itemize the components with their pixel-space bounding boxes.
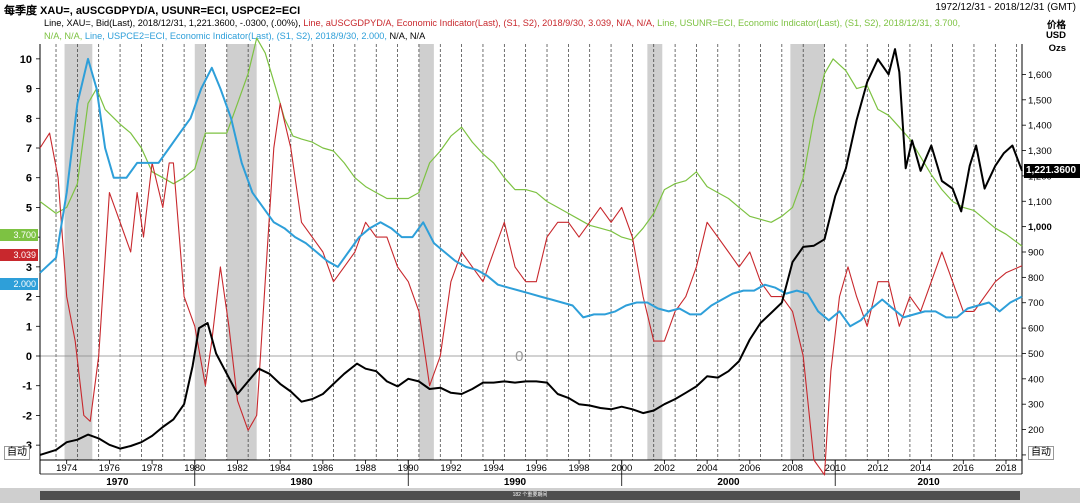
left-tick-label: 8 bbox=[26, 113, 32, 125]
x-tick-label: 1982 bbox=[227, 463, 248, 474]
decade-label: 1980 bbox=[290, 477, 313, 488]
zero-marker: 0 bbox=[515, 348, 523, 365]
recession-band-4 bbox=[647, 44, 663, 460]
auto-scale-left-button[interactable]: 自动 bbox=[4, 446, 30, 460]
decade-label: 1970 bbox=[106, 477, 129, 488]
right-tick-label: 800 bbox=[1028, 273, 1044, 284]
x-tick-label: 1992 bbox=[440, 463, 461, 474]
x-tick-label: 2014 bbox=[910, 463, 931, 474]
left-tick-label: 0 bbox=[26, 351, 32, 363]
recession-band-2 bbox=[226, 44, 257, 460]
left-tick-label: 1 bbox=[26, 321, 32, 333]
legend-pce[interactable]: Line, USPCE2=ECI, Economic Indicator(Las… bbox=[84, 30, 387, 41]
x-tick-label: 2016 bbox=[953, 463, 974, 474]
series-unemployment-line bbox=[39, 37, 1023, 247]
chip-gold: 1,221.3600 bbox=[1024, 164, 1080, 178]
recession-band-0 bbox=[64, 44, 93, 460]
legend-unemployment[interactable]: Line, USUNR=ECI, Economic Indicator(Last… bbox=[657, 18, 961, 28]
x-tick-label: 2012 bbox=[867, 463, 888, 474]
x-tick-label: 1998 bbox=[568, 463, 589, 474]
x-tick-label: 1984 bbox=[270, 463, 291, 474]
chip-unemployment: 3.700 bbox=[0, 229, 38, 241]
chip-gdp: 3.039 bbox=[0, 249, 38, 261]
x-tick-label: 1994 bbox=[483, 463, 504, 474]
right-tick-label: 1,300 bbox=[1028, 146, 1052, 157]
decade-label: 2000 bbox=[717, 477, 740, 488]
left-tick-label: 7 bbox=[26, 143, 32, 155]
left-tick-label: -1 bbox=[22, 381, 32, 393]
legend-gdp[interactable]: Line, aUSCGDPYD/A, Economic Indicator(La… bbox=[303, 18, 655, 28]
x-tick-label: 1976 bbox=[99, 463, 120, 474]
left-tick-label: 2 bbox=[26, 292, 32, 304]
x-tick-label: 2018 bbox=[995, 463, 1016, 474]
x-tick-label: 2006 bbox=[739, 463, 760, 474]
right-tick-label: 1,400 bbox=[1028, 121, 1052, 132]
unit-ounces: Ozs bbox=[1048, 43, 1066, 54]
recession-band-3 bbox=[418, 44, 434, 460]
x-tick-label: 1974 bbox=[56, 463, 77, 474]
right-tick-label: 900 bbox=[1028, 248, 1044, 259]
right-tick-label: 600 bbox=[1028, 324, 1044, 335]
right-tick-label: 1,500 bbox=[1028, 95, 1052, 106]
right-tick-label: 300 bbox=[1028, 400, 1044, 411]
legend-unemployment-cont: N/A, N/A, bbox=[44, 30, 83, 41]
x-tick-label: 1986 bbox=[312, 463, 333, 474]
unit-price: 价格 bbox=[1046, 20, 1066, 31]
x-tick-label: 2004 bbox=[697, 463, 718, 474]
left-tick-label: 9 bbox=[26, 84, 32, 96]
x-tick-label: 1988 bbox=[355, 463, 376, 474]
left-tick-label: 6 bbox=[26, 173, 32, 185]
series-pce-line bbox=[39, 57, 1023, 328]
legend-gold[interactable]: Line, XAU=, Bid(Last), 2018/12/31, 1,221… bbox=[44, 18, 301, 28]
recession-band-1 bbox=[194, 44, 206, 460]
chip-pce: 2.000 bbox=[0, 278, 38, 290]
legend: Line, XAU=, Bid(Last), 2018/12/31, 1,221… bbox=[44, 17, 1004, 42]
right-tick-label: 1,000 bbox=[1028, 222, 1052, 233]
right-tick-label: 700 bbox=[1028, 298, 1044, 309]
left-tick-label: 3 bbox=[26, 262, 32, 274]
decade-label: 2010 bbox=[917, 477, 940, 488]
legend-pce-cont: N/A, N/A bbox=[389, 30, 426, 41]
right-tick-label: 500 bbox=[1028, 349, 1044, 360]
x-tick-label: 2008 bbox=[782, 463, 803, 474]
right-tick-label: 200 bbox=[1028, 425, 1044, 436]
recession-band-5 bbox=[790, 44, 825, 460]
scroll-thumb[interactable]: 182 个重要期间 bbox=[40, 491, 1020, 500]
time-scrollbar[interactable]: 182 个重要期间 bbox=[0, 488, 1080, 503]
right-tick-label: 1,100 bbox=[1028, 197, 1052, 208]
left-tick-label: -2 bbox=[22, 410, 32, 422]
right-tick-label: 400 bbox=[1028, 374, 1044, 385]
left-tick-label: 5 bbox=[26, 202, 32, 214]
chart-title: 每季度 XAU=, aUSCGDPYD/A, USUNR=ECI, USPCE2… bbox=[4, 5, 301, 17]
x-tick-label: 1996 bbox=[526, 463, 547, 474]
series-gold-line bbox=[39, 48, 1023, 456]
x-tick-label: 1978 bbox=[142, 463, 163, 474]
series-gdp-line bbox=[39, 102, 1023, 476]
x-tick-label: 2002 bbox=[654, 463, 675, 474]
unit-currency: USD bbox=[1045, 30, 1066, 41]
right-tick-label: 1,600 bbox=[1028, 70, 1052, 81]
auto-scale-right-button[interactable]: 自动 bbox=[1028, 446, 1054, 460]
decade-label: 1990 bbox=[504, 477, 527, 488]
date-range: 1972/12/31 - 2018/12/31 (GMT) bbox=[935, 2, 1076, 13]
left-tick-label: 10 bbox=[20, 54, 32, 66]
